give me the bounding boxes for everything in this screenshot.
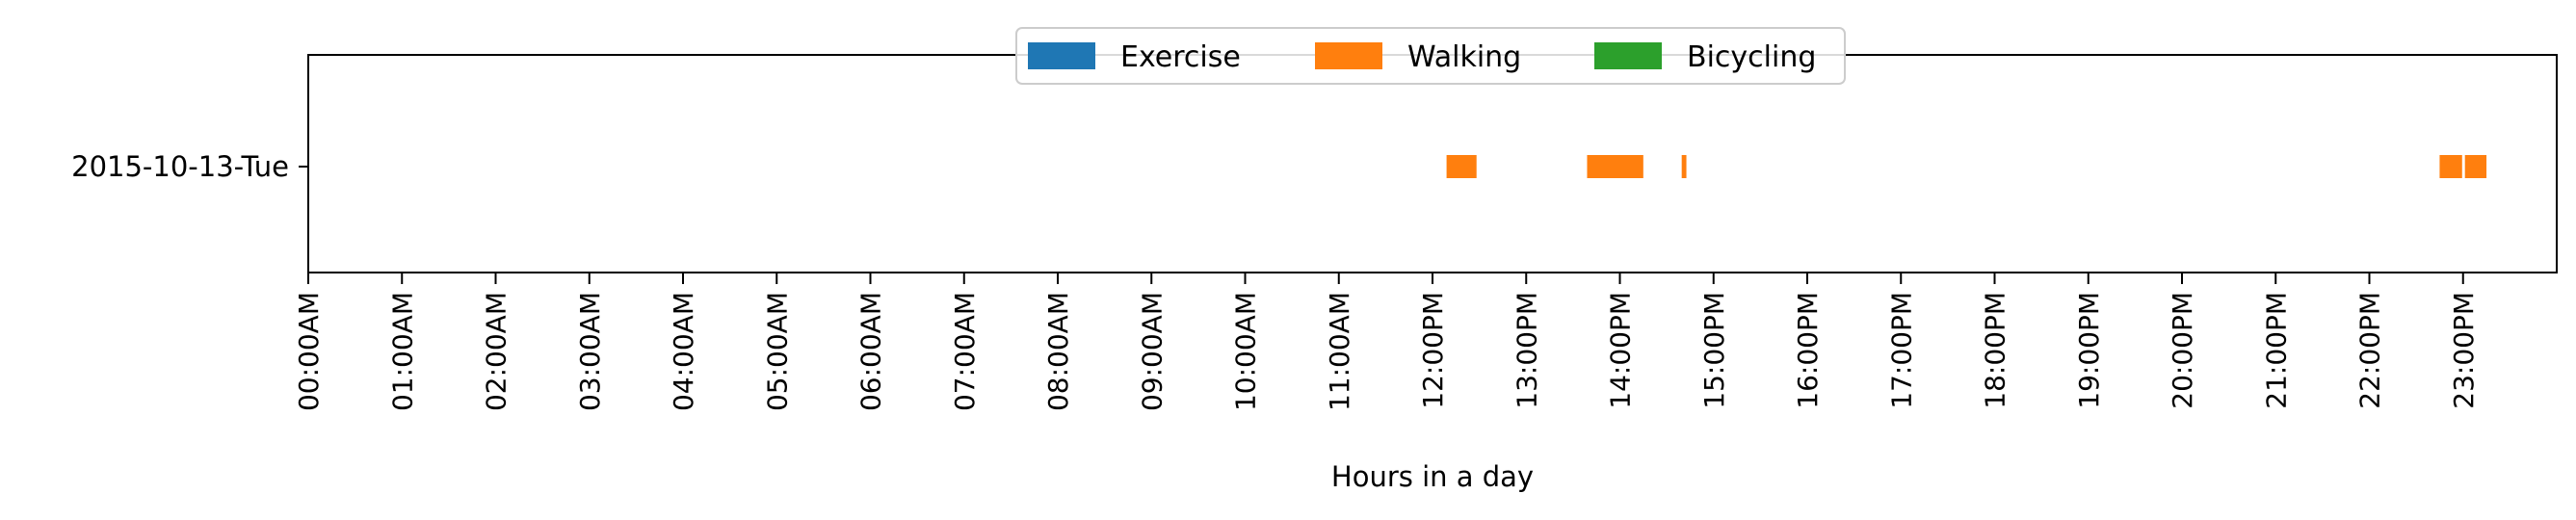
x-tick-label: 21:00PM [2260, 292, 2292, 409]
x-tick-label: 10:00AM [1230, 292, 1262, 411]
x-tick-label: 22:00PM [2354, 292, 2386, 409]
x-tick-label: 00:00AM [293, 292, 325, 411]
legend-swatch-bicycling [1594, 42, 1662, 69]
x-tick-label: 11:00AM [1324, 292, 1355, 411]
x-tick-label: 16:00PM [1792, 292, 1824, 409]
legend-box [1015, 27, 1846, 85]
activity-segments [1446, 155, 2487, 178]
x-tick-label: 14:00PM [1605, 292, 1637, 409]
x-tick-label: 05:00AM [761, 292, 793, 411]
x-axis: 00:00AM 01:00AM 02:00AM 03:00AM 04:00AM 05:00… [293, 273, 2480, 411]
x-tick-label: 04:00AM [668, 292, 699, 411]
x-tick-label: 19:00PM [2073, 292, 2105, 409]
segment-walking [1681, 155, 1687, 178]
legend-swatch-walking [1315, 42, 1382, 69]
x-tick-label: 02:00AM [481, 292, 513, 411]
x-tick-label: 17:00PM [1885, 292, 1917, 409]
x-tick-label: 13:00PM [1511, 292, 1542, 409]
legend-label-walking: Walking [1407, 40, 1521, 74]
segment-walking [1587, 155, 1643, 178]
x-tick-label: 20:00PM [2167, 292, 2198, 409]
x-tick-label: 07:00AM [949, 292, 981, 411]
segment-walking [1446, 155, 1477, 178]
x-tick-label: 12:00PM [1417, 292, 1449, 409]
x-tick-label: 06:00AM [855, 292, 887, 411]
legend-swatch-exercise [1028, 42, 1095, 69]
segment-walking [2464, 155, 2487, 178]
legend-label-exercise: Exercise [1120, 40, 1241, 74]
plot-area [308, 55, 2557, 273]
x-tick-label: 01:00AM [386, 292, 418, 411]
legend-label-bicycling: Bicycling [1687, 40, 1816, 74]
x-tick-label: 23:00PM [2448, 292, 2480, 409]
segment-walking [2439, 155, 2462, 178]
legend: Exercise Walking Bicycling [1015, 27, 1846, 85]
x-tick-label: 15:00PM [1698, 292, 1730, 409]
x-tick-label: 08:00AM [1042, 292, 1074, 411]
y-tick-label: 2015-10-13-Tue [71, 150, 289, 183]
x-tick-label: 03:00AM [574, 292, 606, 411]
x-tick-label: 18:00PM [1980, 292, 2011, 409]
y-axis: 2015-10-13-Tue [71, 150, 308, 183]
x-tick-label: 09:00AM [1136, 292, 1168, 411]
x-axis-label: Hours in a day [1331, 460, 1534, 493]
